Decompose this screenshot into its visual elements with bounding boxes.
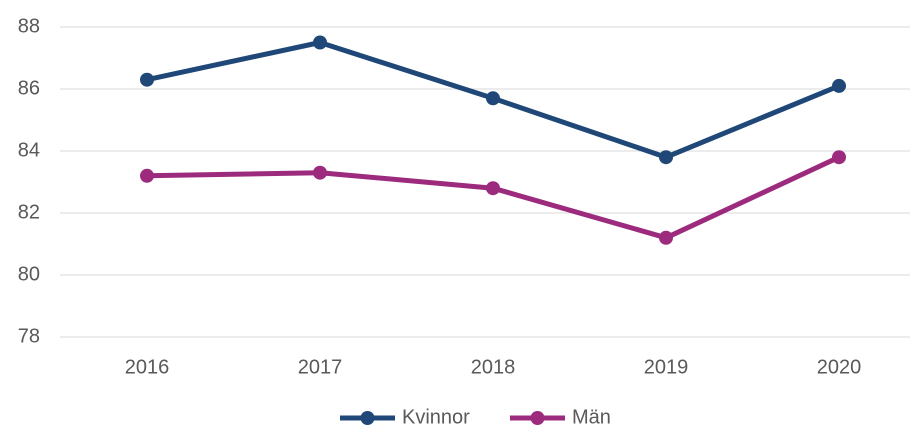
x-tick-label: 2018 (471, 356, 516, 378)
y-tick-label: 78 (18, 325, 40, 347)
legend-marker (530, 411, 545, 425)
y-tick-label: 88 (18, 15, 40, 37)
data-point (140, 168, 154, 183)
y-tick-label: 80 (18, 263, 40, 285)
legend-marker (360, 411, 375, 425)
data-point (313, 165, 327, 180)
data-point (486, 181, 500, 196)
data-point (659, 150, 673, 165)
data-point (313, 35, 327, 50)
x-tick-label: 2017 (298, 356, 343, 378)
data-point (832, 150, 846, 165)
x-tick-label: 2019 (644, 356, 689, 378)
y-tick-label: 86 (18, 77, 40, 99)
series-line (146, 154, 841, 241)
data-point (659, 230, 673, 245)
x-tick-label: 2020 (817, 356, 862, 378)
x-tick-label: 2016 (125, 356, 170, 378)
data-point (832, 78, 846, 93)
y-tick-label: 84 (18, 139, 40, 161)
data-point (140, 72, 154, 87)
legend-label: Kvinnor (402, 406, 470, 427)
data-point (486, 91, 500, 106)
legend-label: Män (572, 406, 611, 427)
y-tick-label: 82 (18, 201, 40, 223)
